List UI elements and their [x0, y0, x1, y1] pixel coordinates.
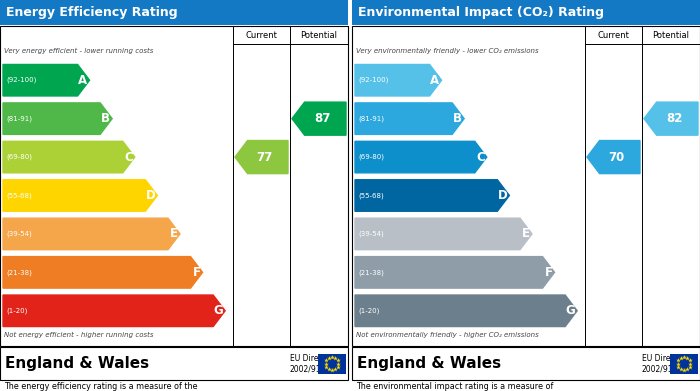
Polygon shape	[3, 180, 158, 211]
Bar	[352, 347, 700, 380]
Text: D: D	[146, 189, 155, 202]
Text: (55-68): (55-68)	[6, 192, 32, 199]
Text: G: G	[566, 304, 575, 317]
Text: (21-38): (21-38)	[358, 269, 384, 276]
Text: (69-80): (69-80)	[6, 154, 32, 160]
Text: Potential: Potential	[652, 30, 690, 39]
Bar	[352, 26, 700, 346]
Text: (21-38): (21-38)	[6, 269, 32, 276]
Text: B: B	[453, 112, 462, 125]
Text: 70: 70	[608, 151, 624, 163]
Polygon shape	[3, 103, 112, 135]
Text: Not environmentally friendly - higher CO₂ emissions: Not environmentally friendly - higher CO…	[356, 332, 539, 338]
Text: (1-20): (1-20)	[6, 308, 27, 314]
Text: (69-80): (69-80)	[358, 154, 384, 160]
Polygon shape	[355, 256, 554, 288]
Text: (1-20): (1-20)	[358, 308, 379, 314]
Text: Potential: Potential	[300, 30, 337, 39]
Text: (39-54): (39-54)	[6, 231, 32, 237]
Text: The environmental impact rating is a measure of
a home's impact on the environme: The environmental impact rating is a mea…	[356, 382, 554, 391]
Text: E: E	[170, 228, 178, 240]
Text: (92-100): (92-100)	[358, 77, 388, 83]
FancyBboxPatch shape	[318, 353, 346, 373]
Text: (55-68): (55-68)	[358, 192, 384, 199]
Polygon shape	[644, 102, 698, 135]
Text: 77: 77	[256, 151, 272, 163]
Text: C: C	[476, 151, 485, 163]
Polygon shape	[587, 140, 640, 174]
Bar	[0, 347, 348, 380]
Text: A: A	[78, 74, 88, 87]
Text: EU Directive
2002/91/EC: EU Directive 2002/91/EC	[290, 354, 337, 373]
Text: C: C	[124, 151, 133, 163]
Text: 82: 82	[666, 112, 682, 125]
FancyBboxPatch shape	[670, 353, 698, 373]
Text: (81-91): (81-91)	[6, 115, 32, 122]
Bar	[352, 0, 700, 25]
Polygon shape	[3, 256, 202, 288]
Polygon shape	[3, 295, 225, 326]
Bar	[0, 0, 348, 25]
Polygon shape	[355, 295, 578, 326]
Text: Very energy efficient - lower running costs: Very energy efficient - lower running co…	[4, 48, 153, 54]
Text: England & Wales: England & Wales	[357, 356, 501, 371]
Text: Not energy efficient - higher running costs: Not energy efficient - higher running co…	[4, 332, 153, 338]
Text: Energy Efficiency Rating: Energy Efficiency Rating	[6, 6, 178, 19]
Text: 87: 87	[314, 112, 330, 125]
Text: Current: Current	[246, 30, 277, 39]
Polygon shape	[355, 180, 510, 211]
Text: A: A	[430, 74, 440, 87]
Text: (39-54): (39-54)	[358, 231, 384, 237]
Text: B: B	[102, 112, 110, 125]
Text: D: D	[498, 189, 508, 202]
Text: E: E	[522, 228, 530, 240]
Polygon shape	[292, 102, 346, 135]
Bar	[0, 26, 348, 346]
Polygon shape	[355, 103, 464, 135]
Text: Current: Current	[598, 30, 629, 39]
Polygon shape	[355, 141, 486, 173]
Text: (81-91): (81-91)	[358, 115, 384, 122]
Text: Very environmentally friendly - lower CO₂ emissions: Very environmentally friendly - lower CO…	[356, 48, 538, 54]
Polygon shape	[235, 140, 288, 174]
Text: England & Wales: England & Wales	[5, 356, 149, 371]
Text: The energy efficiency rating is a measure of the
overall efficiency of a home. T: The energy efficiency rating is a measur…	[4, 382, 206, 391]
Text: EU Directive
2002/91/EC: EU Directive 2002/91/EC	[642, 354, 689, 373]
Polygon shape	[3, 218, 180, 250]
Text: G: G	[214, 304, 223, 317]
Text: (92-100): (92-100)	[6, 77, 36, 83]
Polygon shape	[3, 65, 90, 96]
Polygon shape	[3, 141, 135, 173]
Text: F: F	[545, 266, 552, 279]
Polygon shape	[355, 218, 532, 250]
Text: Environmental Impact (CO₂) Rating: Environmental Impact (CO₂) Rating	[358, 6, 604, 19]
Text: F: F	[193, 266, 201, 279]
Polygon shape	[355, 65, 442, 96]
